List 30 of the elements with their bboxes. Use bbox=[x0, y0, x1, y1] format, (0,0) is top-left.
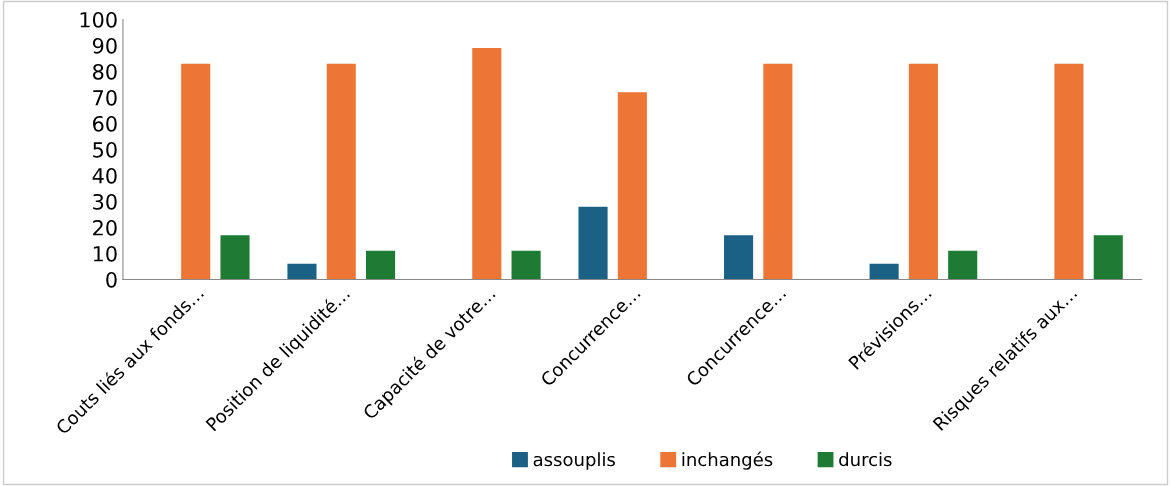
bar bbox=[869, 263, 899, 280]
y-tick-label: 0 bbox=[106, 271, 117, 288]
y-tick-label: 50 bbox=[93, 141, 117, 158]
bar bbox=[763, 63, 793, 280]
bar bbox=[724, 235, 754, 280]
y-tick-label: 30 bbox=[93, 193, 117, 210]
bar bbox=[948, 250, 978, 280]
y-tick-label: 20 bbox=[93, 219, 117, 236]
bar bbox=[181, 63, 211, 280]
bar bbox=[1093, 235, 1123, 280]
legend-label: inchangés bbox=[682, 451, 773, 470]
y-tick-label: 90 bbox=[92, 37, 117, 54]
legend-label: assouplis bbox=[533, 452, 615, 470]
y-tick-label: 60 bbox=[93, 115, 117, 132]
bar bbox=[366, 250, 396, 280]
y-tick-label: 70 bbox=[93, 89, 117, 106]
bar bbox=[220, 235, 250, 280]
bar bbox=[578, 206, 608, 280]
bar bbox=[326, 63, 356, 280]
bar bbox=[287, 263, 317, 280]
bar bbox=[472, 48, 502, 280]
y-tick-label: 40 bbox=[92, 167, 117, 184]
bar bbox=[617, 92, 647, 280]
y-tick-label: 10 bbox=[93, 245, 117, 262]
bar bbox=[511, 250, 541, 280]
bar bbox=[908, 63, 938, 280]
y-tick-label: 100 bbox=[80, 11, 117, 28]
legend-label: durcis bbox=[839, 452, 892, 467]
y-tick-label: 80 bbox=[93, 63, 117, 80]
bar bbox=[1054, 63, 1084, 280]
